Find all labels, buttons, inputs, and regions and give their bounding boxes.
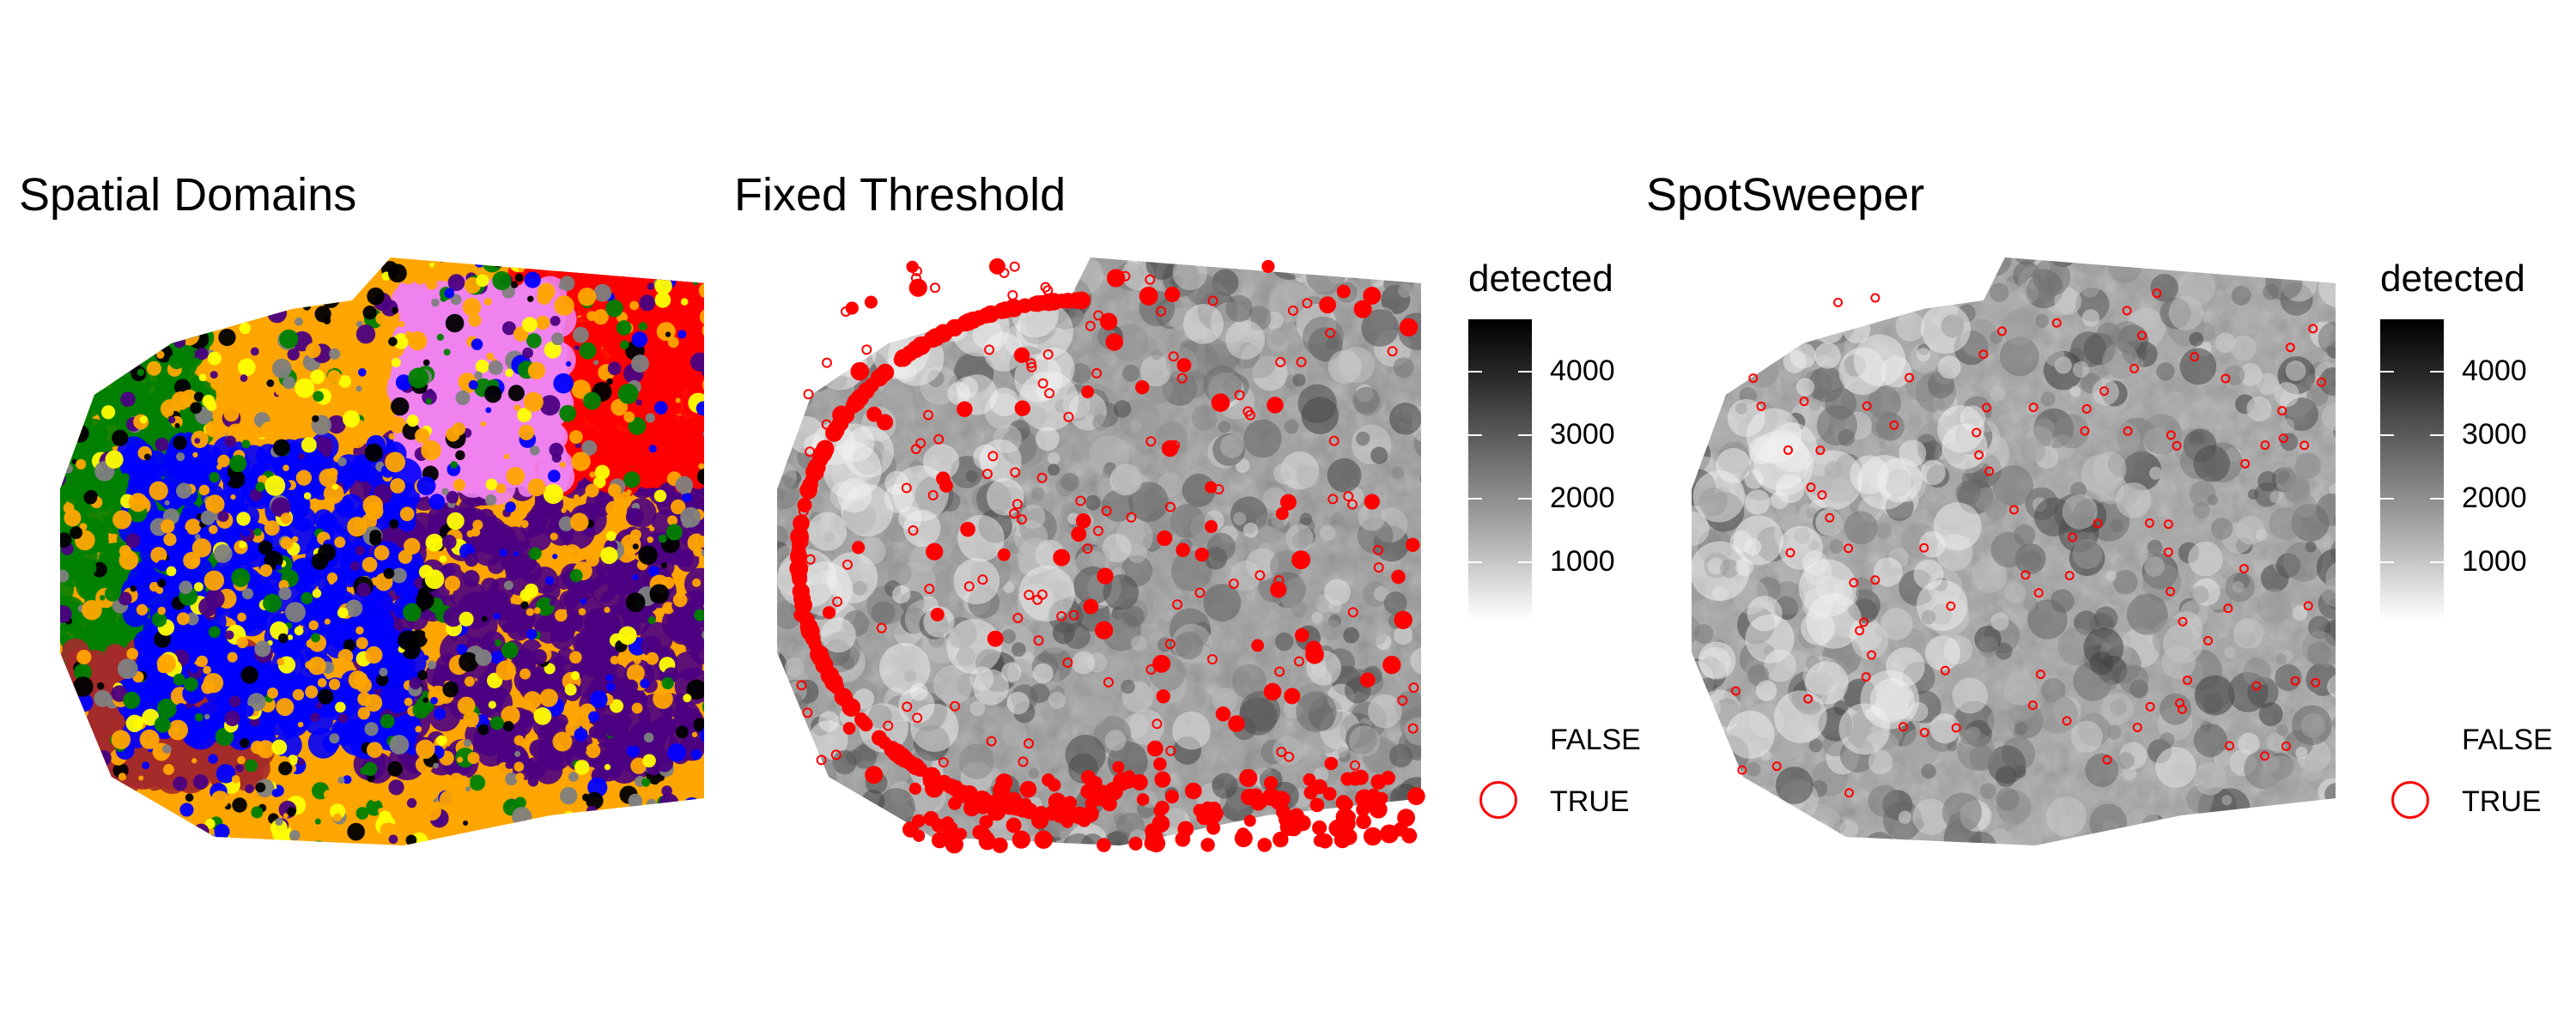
outlier-ring-icon [2391,781,2429,819]
panel-title-fixed-threshold: Fixed Threshold [734,169,1066,221]
colorbar-tick-label: 1000 [2462,545,2527,578]
colorbar-detected [1468,319,1532,620]
colorbar-tick-label: 2000 [1550,482,1615,514]
colorbar-tick-label: 4000 [2462,354,2527,387]
legend-title-detected: detected [1468,258,1613,300]
legend-label-false: FALSE [2462,724,2553,756]
colorbar-tick-label: 2000 [2462,482,2527,514]
legend-label-true: TRUE [1550,785,1630,818]
spotsweeper-outlier-spots [1730,288,2327,798]
panel-title-spatial-domains: Spatial Domains [19,169,357,221]
colorbar-tick-label: 1000 [1550,545,1615,578]
legend-title-detected: detected [2380,258,2525,300]
outlier-ring-icon [1479,781,1517,819]
spatial-domains-tissue [60,258,704,845]
colorbar-detected [2380,319,2444,620]
fixed-threshold-outlier-spots [789,258,1425,854]
legend-label-true: TRUE [2462,785,2542,818]
colorbar-tick-label: 3000 [1550,418,1615,451]
colorbar-tick-label: 4000 [1550,354,1615,387]
spotsweeper-tissue [1692,258,2336,845]
colorbar-tick-label: 3000 [2462,418,2527,451]
legend-label-false: FALSE [1550,724,1641,756]
panel-title-spotsweeper: SpotSweeper [1646,169,1925,221]
